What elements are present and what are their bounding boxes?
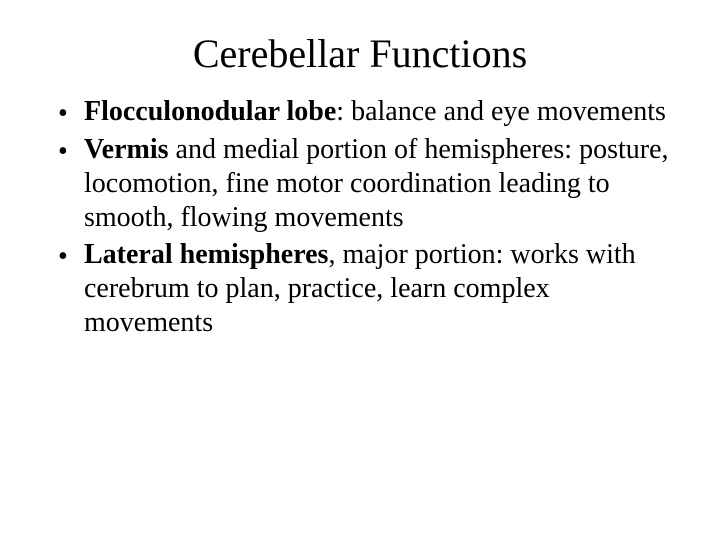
bullet-item: • Flocculonodular lobe: balance and eye … [58,95,680,131]
slide-body: • Flocculonodular lobe: balance and eye … [0,95,720,340]
bullet-marker: • [58,95,84,131]
bullet-marker: • [58,238,84,274]
bullet-strong: Lateral hemispheres [84,239,328,270]
bullet-rest: : balance and eye movements [336,96,666,127]
bullet-item: • Vermis and medial portion of hemispher… [58,133,680,235]
bullet-text: Flocculonodular lobe: balance and eye mo… [84,95,680,129]
bullet-rest: and medial portion of hemispheres: postu… [84,134,669,233]
bullet-text: Vermis and medial portion of hemispheres… [84,133,680,235]
bullet-strong: Vermis [84,134,169,165]
slide-title: Cerebellar Functions [0,30,720,77]
bullet-strong: Flocculonodular lobe [84,96,336,127]
bullet-marker: • [58,133,84,169]
bullet-text: Lateral hemispheres, major portion: work… [84,238,680,340]
slide: Cerebellar Functions • Flocculonodular l… [0,30,720,540]
bullet-item: • Lateral hemispheres, major portion: wo… [58,238,680,340]
